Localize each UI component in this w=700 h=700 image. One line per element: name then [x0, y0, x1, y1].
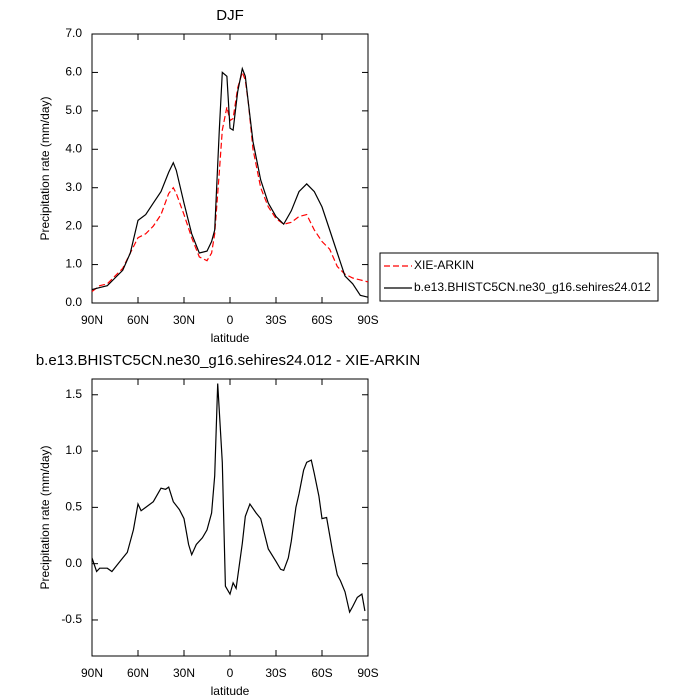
x-tick-label: 90S	[357, 313, 378, 327]
legend-label: XIE-ARKIN	[414, 258, 474, 272]
y-axis-label: Precipitation rate (mm/day)	[38, 96, 52, 240]
y-tick-label: -0.5	[61, 612, 82, 626]
plot-frame	[91, 33, 369, 304]
y-tick-label: 0.0	[65, 556, 82, 570]
y-tick-label: 0.5	[65, 500, 82, 514]
data-line	[91, 383, 366, 614]
x-tick-label: 60S	[311, 666, 332, 680]
y-tick-label: 3.0	[65, 180, 82, 194]
x-axis-label: latitude	[211, 684, 250, 698]
legend-label: b.e13.BHISTC5CN.ne30_g16.sehires24.012	[414, 280, 651, 294]
x-tick-label: 60N	[127, 666, 149, 680]
x-tick-label: 30N	[173, 313, 195, 327]
x-tick-label: 30N	[173, 666, 195, 680]
chart-title: b.e13.BHISTC5CN.ne30_g16.sehires24.012 -…	[36, 352, 420, 369]
chart-title: DJF	[216, 7, 244, 24]
y-tick-label: 5.0	[65, 103, 82, 117]
y-tick-label: 2.0	[65, 218, 82, 232]
y-tick-label: 4.0	[65, 141, 82, 155]
data-line	[91, 66, 369, 298]
x-tick-label: 30S	[265, 666, 286, 680]
x-axis-label: latitude	[211, 331, 250, 345]
data-line	[91, 70, 369, 292]
y-tick-label: 6.0	[65, 65, 82, 79]
x-tick-label: 60N	[127, 313, 149, 327]
y-tick-label: 7.0	[65, 26, 82, 40]
y-tick-label: 1.5	[65, 387, 82, 401]
y-tick-label: 0.0	[65, 295, 82, 309]
x-tick-label: 0	[227, 666, 234, 680]
x-tick-label: 90N	[81, 666, 103, 680]
x-tick-label: 90S	[357, 666, 378, 680]
x-tick-label: 60S	[311, 313, 332, 327]
y-tick-label: 1.0	[65, 443, 82, 457]
y-axis-label: Precipitation rate (mm/day)	[38, 445, 52, 589]
y-tick-label: 1.0	[65, 257, 82, 271]
x-tick-label: 90N	[81, 313, 103, 327]
x-tick-label: 30S	[265, 313, 286, 327]
x-tick-label: 0	[227, 313, 234, 327]
legend-box	[379, 252, 659, 302]
